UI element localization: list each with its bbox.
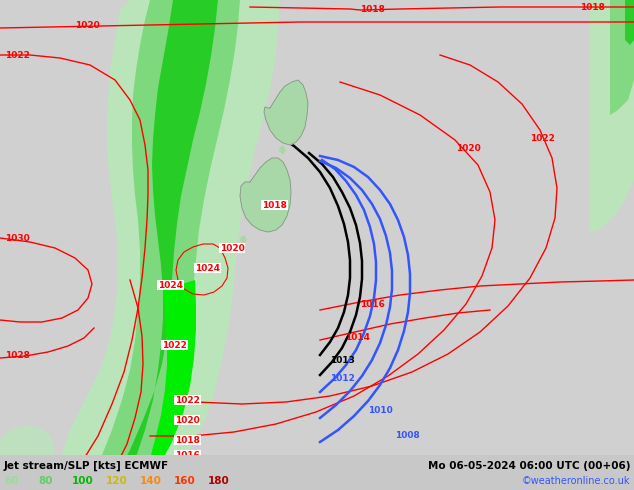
- Text: 1030: 1030: [5, 234, 30, 243]
- Polygon shape: [90, 0, 240, 490]
- Text: 1018: 1018: [580, 2, 605, 11]
- Polygon shape: [143, 280, 196, 490]
- Polygon shape: [625, 0, 634, 45]
- Bar: [0, 455, 634, 490]
- Text: 1022: 1022: [5, 50, 30, 59]
- Polygon shape: [280, 146, 285, 154]
- Text: 180: 180: [208, 476, 230, 486]
- Text: 80: 80: [38, 476, 53, 486]
- Polygon shape: [0, 425, 55, 490]
- Polygon shape: [50, 0, 280, 490]
- Text: 1018: 1018: [360, 4, 385, 14]
- Text: 1022: 1022: [175, 395, 200, 405]
- Text: 1014: 1014: [175, 466, 200, 474]
- Text: 1014: 1014: [345, 333, 370, 342]
- Text: Jet stream/SLP [kts] ECMWF: Jet stream/SLP [kts] ECMWF: [4, 461, 169, 471]
- Text: 1016: 1016: [175, 450, 200, 460]
- Text: 1022: 1022: [530, 133, 555, 143]
- Polygon shape: [241, 236, 246, 244]
- Text: 1012: 1012: [330, 373, 355, 383]
- Text: 1018: 1018: [175, 436, 200, 444]
- Text: 1016: 1016: [360, 299, 385, 309]
- Text: 1020: 1020: [75, 21, 100, 29]
- Text: 1020: 1020: [220, 244, 245, 252]
- Text: 160: 160: [174, 476, 196, 486]
- Text: 100: 100: [72, 476, 94, 486]
- Text: 1018: 1018: [262, 200, 287, 210]
- Polygon shape: [590, 0, 634, 232]
- Text: 1008: 1008: [395, 431, 420, 440]
- Text: 1028: 1028: [5, 350, 30, 360]
- Text: 60: 60: [4, 476, 18, 486]
- Text: 1020: 1020: [175, 416, 200, 424]
- Text: 1020: 1020: [456, 144, 481, 152]
- Text: 140: 140: [140, 476, 162, 486]
- Text: 1013: 1013: [330, 356, 355, 365]
- Polygon shape: [108, 0, 218, 490]
- Text: 1024: 1024: [195, 264, 220, 272]
- Text: 1022: 1022: [162, 341, 187, 349]
- Text: Mo 06-05-2024 06:00 UTC (00+06): Mo 06-05-2024 06:00 UTC (00+06): [427, 461, 630, 471]
- Polygon shape: [264, 80, 308, 145]
- Text: 1024: 1024: [158, 280, 183, 290]
- Text: ©weatheronline.co.uk: ©weatheronline.co.uk: [522, 476, 630, 486]
- Text: 120: 120: [106, 476, 127, 486]
- Text: 1010: 1010: [368, 406, 392, 415]
- Polygon shape: [610, 0, 634, 115]
- Polygon shape: [240, 158, 291, 232]
